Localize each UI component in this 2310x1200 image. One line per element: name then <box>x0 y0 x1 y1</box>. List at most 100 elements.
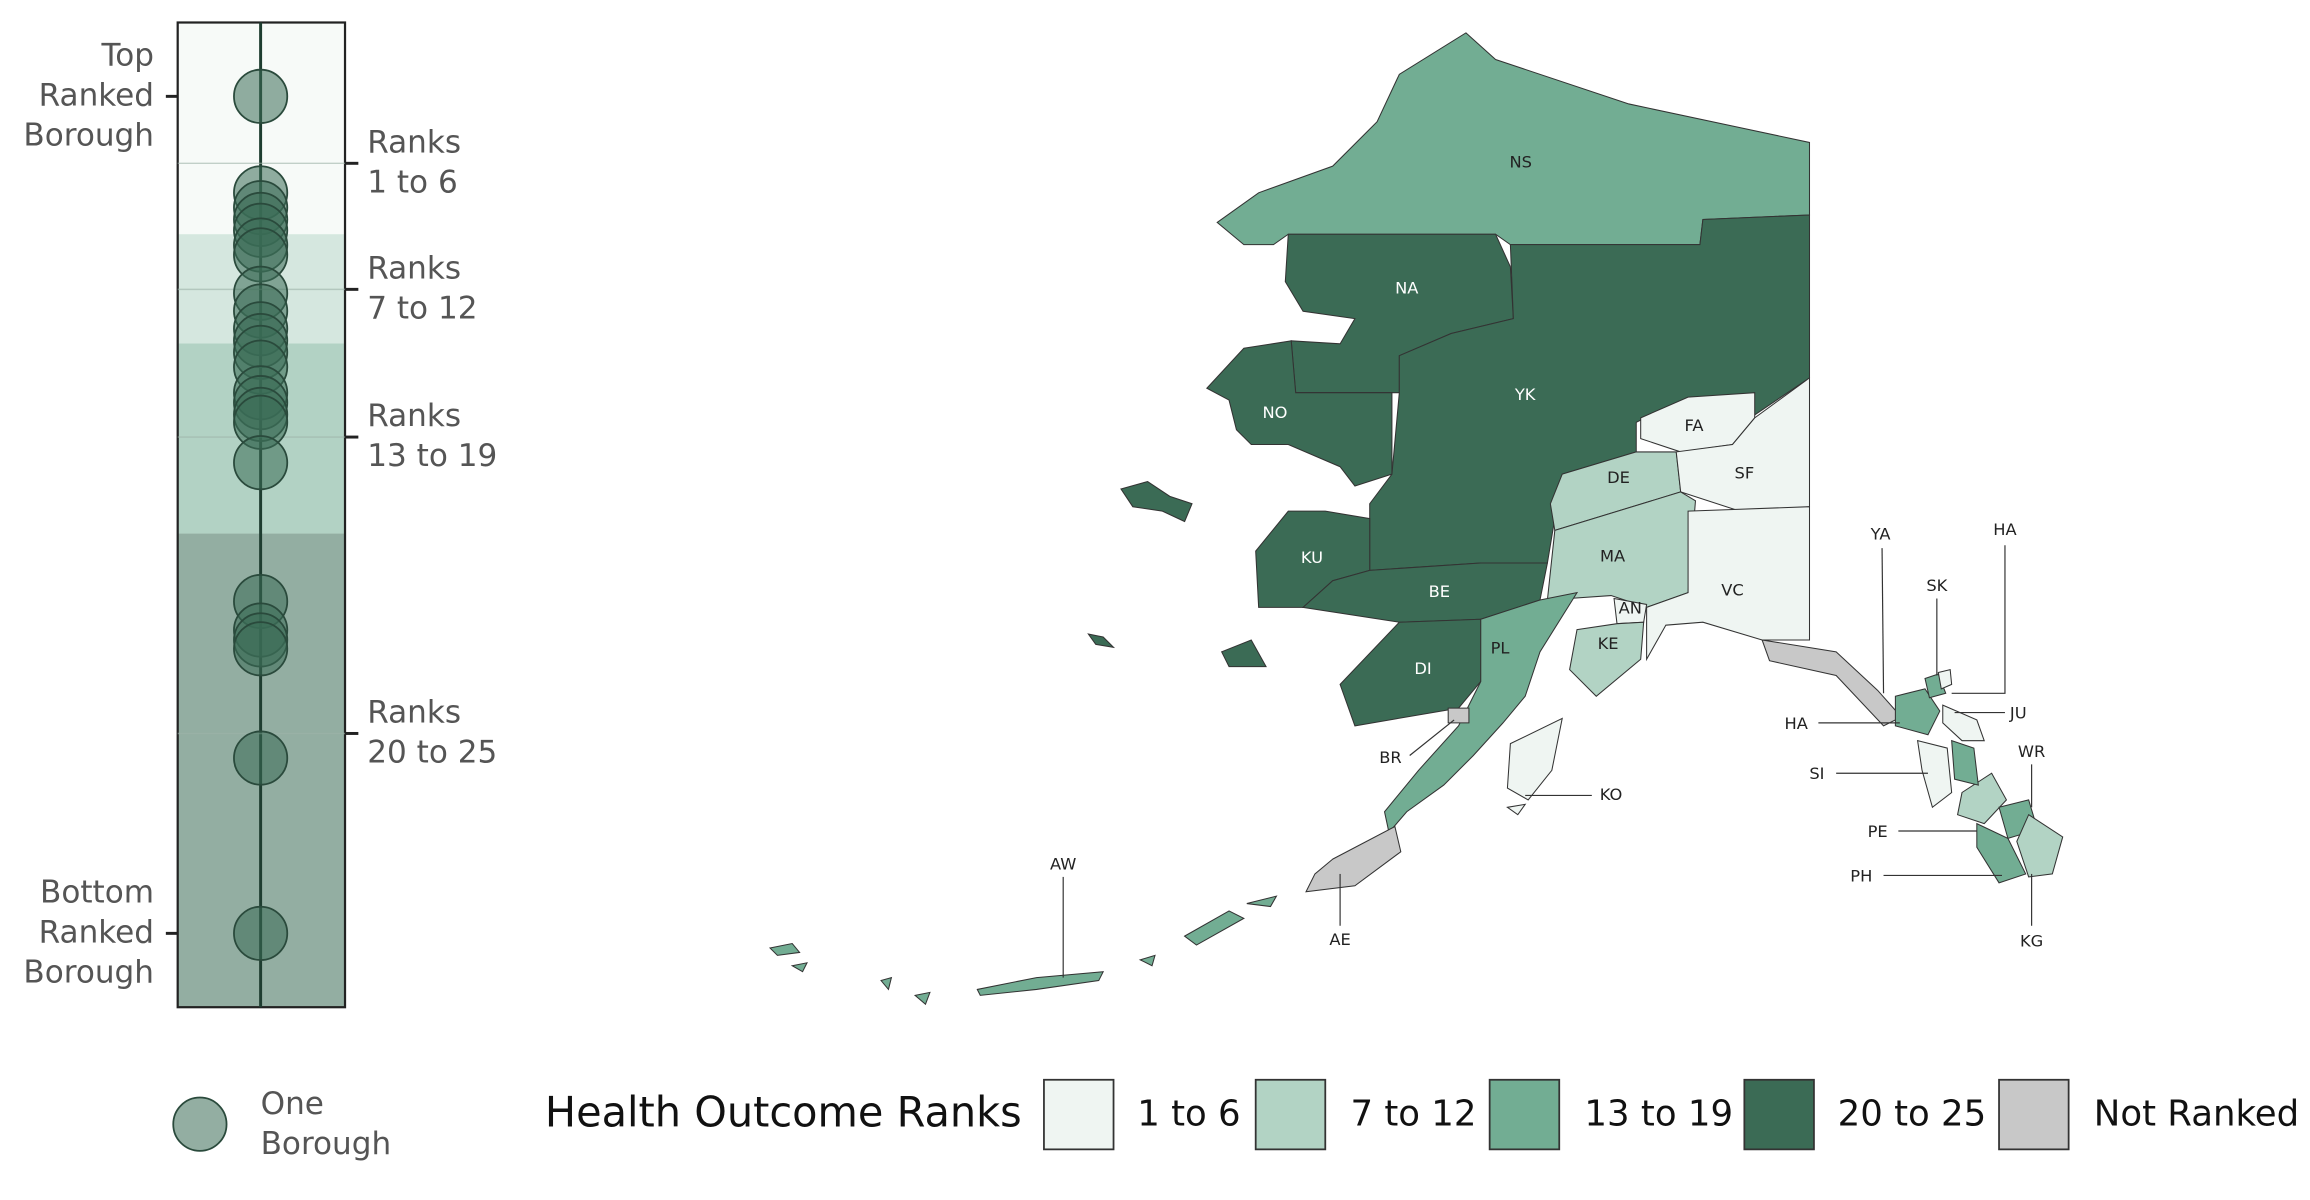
region-label: KG <box>2020 932 2043 951</box>
region-label: SF <box>1735 464 1755 483</box>
region-shape <box>1120 480 1193 523</box>
region-label: NS <box>1510 153 1533 172</box>
legend-swatch <box>1488 1078 1561 1151</box>
borough-point <box>233 68 289 124</box>
region-label: DE <box>1607 468 1630 487</box>
region-label: YA <box>1870 524 1891 543</box>
region-label: NO <box>1262 403 1287 422</box>
region-shape <box>1305 825 1402 893</box>
region-shape <box>1138 954 1156 967</box>
region-shape <box>1976 822 2027 884</box>
region-shape <box>1506 717 1563 801</box>
band-label: 20 to 25 <box>367 734 497 770</box>
region-label: MA <box>1600 547 1625 566</box>
region-shape <box>1569 621 1645 697</box>
region-label: PE <box>1868 822 1888 841</box>
tick-label: Top <box>101 37 154 73</box>
region-shape <box>1646 506 1811 662</box>
band-label: 13 to 19 <box>367 438 497 474</box>
region-label: PL <box>1491 638 1510 657</box>
region-shape <box>1506 803 1527 816</box>
region-label: BE <box>1429 582 1450 601</box>
region-label: YK <box>1514 385 1537 404</box>
region-label: KU <box>1301 548 1323 567</box>
region-shape <box>2016 813 2064 878</box>
region-label: PH <box>1850 866 1872 885</box>
leader-line <box>1409 719 1455 756</box>
legend-swatch <box>1743 1078 1815 1151</box>
region-shape <box>790 962 808 973</box>
band-label: 1 to 6 <box>367 164 458 200</box>
region-shape <box>1220 639 1267 668</box>
tick-label: Borough <box>23 117 154 153</box>
region-label: AN <box>1619 598 1642 617</box>
region-shape <box>1894 688 1941 736</box>
key-label: Borough <box>261 1126 392 1162</box>
region-label: JU <box>2009 704 2027 723</box>
region-label: HA <box>1993 520 2016 539</box>
legend-swatch <box>1998 1078 2070 1151</box>
region-shape <box>1916 739 1953 809</box>
tick-label: Borough <box>23 954 154 990</box>
region-label: KE <box>1598 634 1619 653</box>
legend-label: 1 to 6 <box>1137 1093 1240 1134</box>
region-shape <box>1216 32 1811 246</box>
band-label: Ranks <box>367 250 461 286</box>
region-shape <box>1951 739 1979 786</box>
region-label: WR <box>2018 742 2045 761</box>
region-label: BR <box>1379 748 1401 767</box>
legend-title: Health Outcome Ranks <box>545 1088 1022 1136</box>
region-label: SI <box>1809 764 1824 783</box>
region-label: FA <box>1685 416 1704 435</box>
region-label: AW <box>1050 855 1076 874</box>
region-label: DI <box>1414 659 1431 678</box>
leader-line <box>1881 548 1885 694</box>
region-shape <box>880 976 893 991</box>
legend-swatch <box>1043 1078 1115 1151</box>
tick-label: Ranked <box>39 77 154 113</box>
band-label: 7 to 12 <box>367 290 477 326</box>
region-shape <box>913 991 931 1006</box>
tick-label: Ranked <box>39 914 154 950</box>
legend-label: 13 to 19 <box>1584 1093 1733 1134</box>
borough-point <box>233 435 289 491</box>
borough-point <box>233 621 289 677</box>
region-shape <box>976 971 1105 996</box>
legend-label: 7 to 12 <box>1350 1093 1476 1134</box>
region-shape <box>1956 772 2008 825</box>
region-shape <box>1447 707 1470 724</box>
region-label: SK <box>1926 576 1948 595</box>
region-shape <box>1942 704 1985 742</box>
borough-point <box>233 905 289 961</box>
region-shape <box>1087 633 1116 649</box>
region-label: KO <box>1600 785 1623 804</box>
region-shape <box>1246 895 1278 908</box>
region-shape <box>1183 910 1245 946</box>
region-shape <box>768 942 801 956</box>
key-point <box>172 1096 228 1152</box>
legend-swatch <box>1254 1078 1327 1151</box>
key-label: One <box>261 1086 324 1122</box>
band-label: Ranks <box>367 124 461 160</box>
region-label: VC <box>1721 581 1743 600</box>
band-label: Ranks <box>367 398 461 434</box>
rank-strip: Top Ranked Borough Bottom Ranked Borough Ranks… <box>23 21 497 1162</box>
tick-label: Bottom <box>40 874 154 910</box>
leader-line <box>1951 545 2006 694</box>
legend: Health Outcome Ranks 1 to 6 7 to 12 13 to … <box>545 1078 2299 1151</box>
legend-label: Not Ranked <box>2094 1093 2299 1134</box>
borough-point <box>233 730 289 786</box>
region-shape <box>1675 376 1811 512</box>
region-label: AE <box>1329 930 1350 949</box>
region-shape <box>1205 340 1393 487</box>
band-label: Ranks <box>367 694 461 730</box>
region-label: NA <box>1395 279 1418 298</box>
region-label: HA <box>1784 714 1807 733</box>
region-shape <box>1761 639 1903 727</box>
region-shape <box>1383 591 1579 834</box>
legend-label: 20 to 25 <box>1838 1093 1987 1134</box>
region-shape <box>1937 668 1953 690</box>
